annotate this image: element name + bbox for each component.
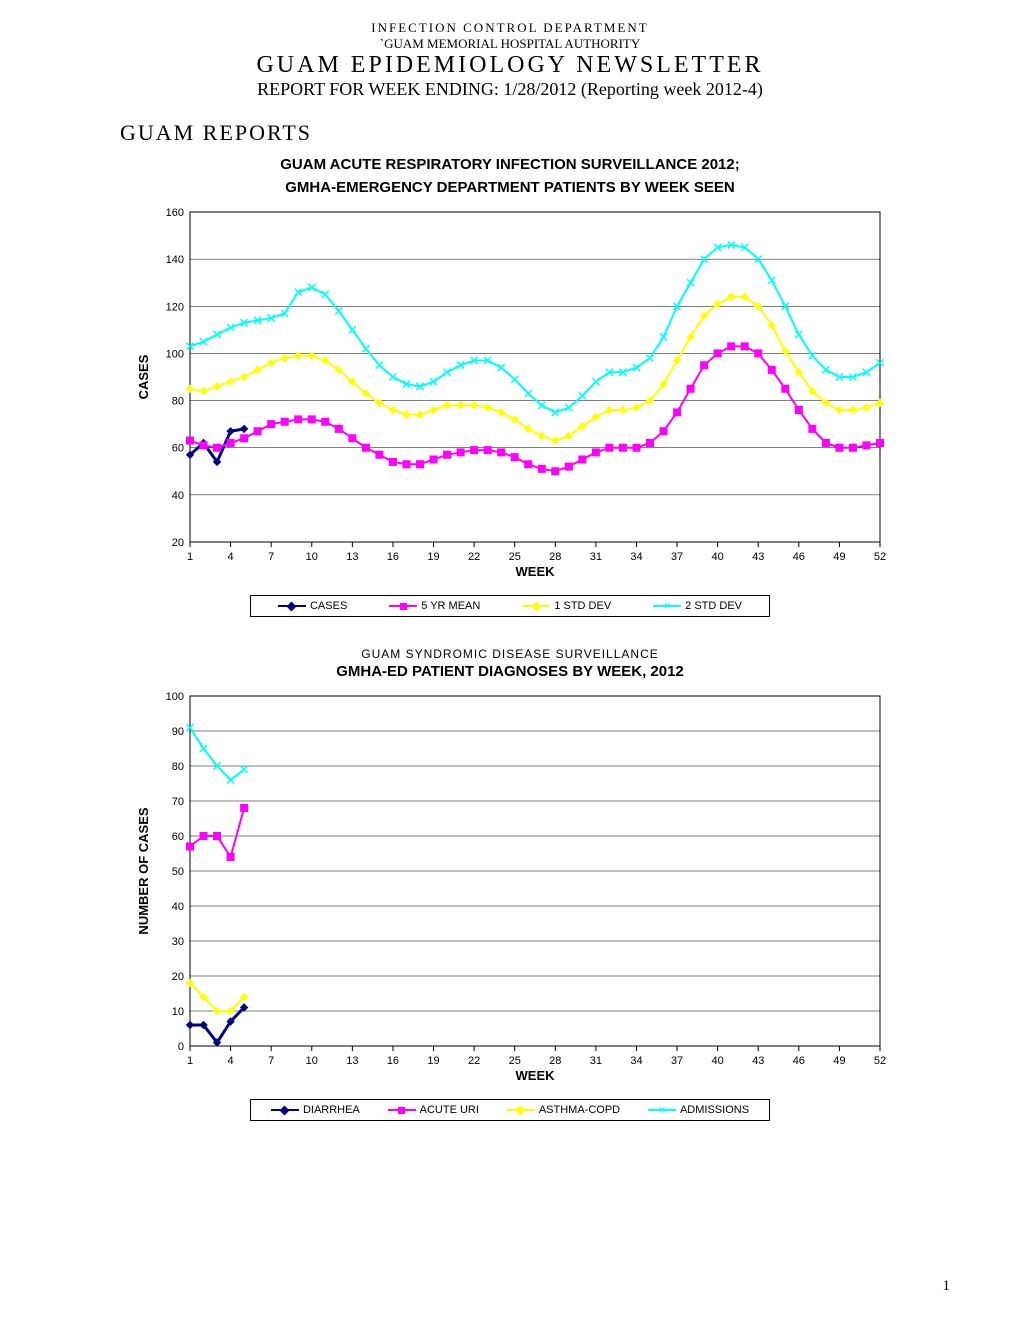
legend-item: ✕2 STD DEV [653,600,742,612]
svg-text:10: 10 [306,551,318,563]
svg-text:120: 120 [166,301,184,313]
svg-text:NUMBER OF CASES: NUMBER OF CASES [136,807,151,934]
legend-item: 1 STD DEV [522,600,611,612]
svg-text:CASES: CASES [136,354,151,399]
legend-label: CASES [310,600,347,612]
svg-text:43: 43 [752,551,764,563]
svg-text:46: 46 [793,1055,805,1067]
svg-text:80: 80 [172,396,184,408]
svg-text:46: 46 [793,551,805,563]
legend-label: ADMISSIONS [680,1104,749,1116]
svg-text:7: 7 [268,1055,274,1067]
svg-text:100: 100 [166,348,184,360]
legend-item: ✕ADMISSIONS [648,1104,749,1116]
svg-text:20: 20 [172,537,184,549]
svg-text:80: 80 [172,761,184,773]
svg-text:22: 22 [468,551,480,563]
chart2-title: GMHA-ED PATIENT DIAGNOSES BY WEEK, 2012 [120,663,900,680]
chart1-svg: 20 40 60 80 100 120 140 160 1 4 7 10 13 16 19 22 25 28 31 3… [120,202,900,582]
svg-text:34: 34 [630,551,642,563]
svg-text:140: 140 [166,254,184,266]
svg-text:WEEK: WEEK [516,564,556,579]
svg-text:60: 60 [172,443,184,455]
svg-text:100: 100 [166,691,184,703]
svg-text:20: 20 [172,971,184,983]
svg-text:31: 31 [590,1055,602,1067]
svg-text:1: 1 [187,1055,193,1067]
svg-text:70: 70 [172,796,184,808]
department-line: INFECTION CONTROL DEPARTMENT [60,20,960,36]
svg-text:4: 4 [228,1055,234,1067]
chart2-supertitle: GUAM SYNDROMIC DISEASE SURVEILLANCE [120,647,900,661]
svg-text:160: 160 [166,207,184,219]
legend-item: ASTHMA-COPD [507,1104,620,1116]
chart1-title-line1: GUAM ACUTE RESPIRATORY INFECTION SURVEIL… [120,156,900,173]
svg-text:31: 31 [590,551,602,563]
svg-text:WEEK: WEEK [516,1068,556,1083]
svg-text:34: 34 [630,1055,642,1067]
svg-text:40: 40 [172,901,184,913]
legend-label: 1 STD DEV [554,600,611,612]
chart1-block: GUAM ACUTE RESPIRATORY INFECTION SURVEIL… [120,156,900,617]
svg-text:40: 40 [712,551,724,563]
hospital-line: `GUAM MEMORIAL HOSPITAL AUTHORITY [60,36,960,52]
svg-text:50: 50 [172,866,184,878]
legend-item: CASES [278,600,347,612]
legend-label: ACUTE URI [420,1104,479,1116]
legend-label: ASTHMA-COPD [539,1104,620,1116]
newsletter-title: GUAM EPIDEMIOLOGY NEWSLETTER [60,52,960,79]
legend-item: ACUTE URI [388,1104,479,1116]
svg-text:10: 10 [306,1055,318,1067]
chart2-svg: 0 10 20 30 40 50 60 70 80 90 100 1 4 7 10 13 16 19 22 25 28 3… [120,686,900,1086]
legend-item: 5 YR MEAN [389,600,480,612]
svg-text:1: 1 [187,551,193,563]
svg-text:43: 43 [752,1055,764,1067]
svg-text:25: 25 [509,1055,521,1067]
svg-text:10: 10 [172,1006,184,1018]
svg-text:40: 40 [172,490,184,502]
svg-text:16: 16 [387,551,399,563]
svg-text:49: 49 [833,551,845,563]
report-subtitle: REPORT FOR WEEK ENDING: 1/28/2012 (Repor… [60,79,960,100]
legend-item: DIARRHEA [271,1104,360,1116]
svg-text:19: 19 [427,551,439,563]
svg-text:25: 25 [509,551,521,563]
chart2-legend: DIARRHEA ACUTE URI ASTHMA-COPD ✕ADMISSIONS [250,1099,770,1121]
svg-text:52: 52 [874,1055,886,1067]
chart1-legend: CASES 5 YR MEAN 1 STD DEV ✕2 STD DEV [250,595,770,617]
svg-text:30: 30 [172,936,184,948]
svg-text:16: 16 [387,1055,399,1067]
svg-text:37: 37 [671,1055,683,1067]
svg-text:22: 22 [468,1055,480,1067]
svg-text:28: 28 [549,1055,561,1067]
svg-text:90: 90 [172,726,184,738]
page-number: 1 [943,1278,951,1295]
chart2-block: GUAM SYNDROMIC DISEASE SURVEILLANCE GMHA… [120,647,900,1121]
svg-text:60: 60 [172,831,184,843]
svg-text:7: 7 [268,551,274,563]
svg-text:37: 37 [671,551,683,563]
svg-text:4: 4 [228,551,234,563]
page: INFECTION CONTROL DEPARTMENT `GUAM MEMOR… [0,0,1020,1181]
page-header: INFECTION CONTROL DEPARTMENT `GUAM MEMOR… [60,20,960,100]
legend-label: DIARRHEA [303,1104,360,1116]
svg-text:28: 28 [549,551,561,563]
svg-text:52: 52 [874,551,886,563]
section-title: GUAM REPORTS [120,120,960,146]
legend-label: 5 YR MEAN [421,600,480,612]
legend-label: 2 STD DEV [685,600,742,612]
svg-text:0: 0 [178,1041,184,1053]
svg-text:19: 19 [427,1055,439,1067]
svg-text:13: 13 [346,551,358,563]
svg-text:49: 49 [833,1055,845,1067]
svg-text:40: 40 [712,1055,724,1067]
chart1-title-line2: GMHA-EMERGENCY DEPARTMENT PATIENTS BY WE… [120,179,900,196]
svg-text:13: 13 [346,1055,358,1067]
